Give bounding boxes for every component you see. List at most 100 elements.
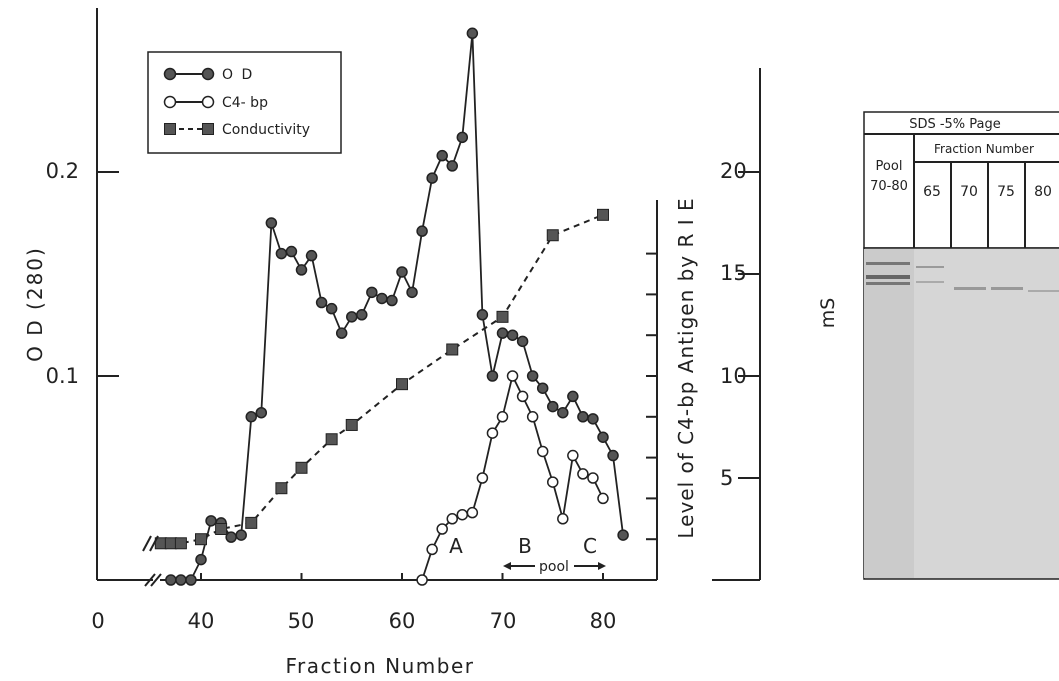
axes — [96, 8, 761, 587]
od-point — [315, 296, 328, 309]
od-point — [416, 225, 428, 237]
pool-arrowhead-left — [503, 562, 511, 570]
c4bp-point — [526, 411, 539, 423]
y-right-tick-label-5: 5 — [720, 466, 733, 490]
od-point — [376, 292, 388, 305]
od-point — [557, 406, 569, 419]
od-point — [547, 400, 559, 413]
legend-conductivity-marker — [202, 123, 214, 135]
od-point — [426, 172, 438, 184]
legend-label-c4bp: C4- bp — [222, 95, 268, 111]
left-y-axis-title: O D (280) — [23, 246, 47, 362]
gel-panel: SDS -5% Page Pool 70-80 Fraction Number … — [863, 111, 1059, 580]
c4bp-point — [597, 492, 609, 505]
gel-band — [916, 281, 944, 283]
legend-od-marker — [163, 67, 177, 81]
legend-od-marker — [201, 67, 215, 81]
c4bp-point — [577, 468, 589, 480]
line-break-mark — [142, 535, 152, 552]
od-point — [245, 411, 257, 423]
x-tick-label-0: 0 — [91, 609, 104, 633]
gel-band — [866, 282, 910, 285]
c4bp-point — [516, 390, 529, 403]
conductivity-point — [546, 229, 559, 242]
gel-band — [916, 266, 944, 268]
conductivity-point — [345, 418, 358, 431]
conductivity-point — [245, 516, 258, 529]
x-tick-label-40: 40 — [188, 609, 215, 633]
od-point — [175, 574, 187, 586]
legend-item-c4bp: C4- bp — [163, 95, 268, 111]
od-point — [275, 247, 288, 260]
od-point — [396, 266, 408, 278]
y-left-tick-label-0.1: 0.1 — [46, 364, 79, 388]
gel-band — [954, 287, 986, 290]
od-point — [366, 286, 378, 299]
tick-labels: 0 40 50 60 70 80 0.1 0.2 5 10 15 20 — [46, 159, 747, 633]
y-right-tick-label-10: 10 — [720, 364, 747, 388]
y-right-tick-label-20: 20 — [720, 159, 747, 183]
od-point — [587, 413, 599, 425]
od-point — [567, 390, 579, 403]
od-point — [597, 431, 609, 443]
od-point — [506, 329, 519, 341]
c4bp-point — [476, 472, 489, 484]
od-point — [456, 131, 469, 144]
od-point — [496, 327, 509, 339]
legend-label-conductivity: Conductivity — [222, 122, 310, 138]
legend-item-od: O D — [163, 67, 254, 83]
gel-fraction-header: Fraction Number — [934, 142, 1034, 156]
gel-lane-label-70: 70 — [960, 184, 978, 200]
od-point — [476, 309, 489, 321]
conductivity-point — [215, 523, 228, 535]
gel-pool-label-line2: 70-80 — [870, 179, 908, 194]
gel-lane-label-65: 65 — [923, 184, 941, 200]
od-point — [255, 406, 268, 419]
annotation-C: C — [583, 534, 597, 558]
pool-arrowhead-right — [598, 562, 606, 570]
conductivity-point — [396, 378, 408, 391]
x-axis-break-mark — [144, 573, 156, 587]
od-point — [536, 382, 549, 394]
gel-pool-lane — [864, 249, 914, 578]
c4bp-point — [557, 513, 569, 525]
series-line-o-d — [170, 33, 624, 581]
legend-conductivity-marker — [164, 123, 176, 135]
od-point — [265, 217, 278, 229]
od-point — [185, 574, 197, 586]
c4bp-point — [536, 445, 549, 458]
conductivity-point — [174, 537, 187, 550]
gel-band — [866, 275, 910, 279]
c4bp-point — [456, 508, 469, 521]
x-tick-label-50: 50 — [288, 609, 315, 633]
conductivity-point — [275, 482, 288, 495]
c4bp-point — [496, 411, 509, 423]
legend-c4bp-marker — [201, 95, 215, 109]
od-point — [617, 529, 629, 541]
od-point — [305, 249, 318, 262]
inner-right-axis-title: Level of C4-bp Antigen by R I E — [674, 197, 698, 538]
y-right-tick-label-15: 15 — [720, 261, 747, 285]
gel-lane-label-80: 80 — [1034, 184, 1052, 200]
c4bp-point — [466, 506, 479, 519]
x-axis-title: Fraction Number — [285, 654, 474, 678]
c4bp-point — [506, 370, 519, 382]
od-point — [607, 449, 619, 462]
od-point — [446, 160, 458, 172]
line-break-mark — [149, 535, 159, 552]
od-point — [205, 515, 217, 527]
od-point — [295, 264, 308, 276]
od-point — [577, 411, 589, 423]
c4bp-point — [446, 513, 458, 525]
od-point — [526, 370, 539, 382]
annotation-B: B — [518, 534, 532, 558]
conductivity-point — [164, 537, 177, 550]
gel-band — [991, 287, 1023, 290]
conductivity-point — [295, 461, 308, 474]
od-point — [225, 531, 237, 543]
annotations: A B C pool — [449, 534, 606, 575]
gel-pool-label-line1: Pool — [876, 159, 903, 174]
c4bp-point — [436, 523, 448, 535]
legend-label-od: O D — [222, 67, 254, 83]
od-point — [235, 529, 247, 541]
